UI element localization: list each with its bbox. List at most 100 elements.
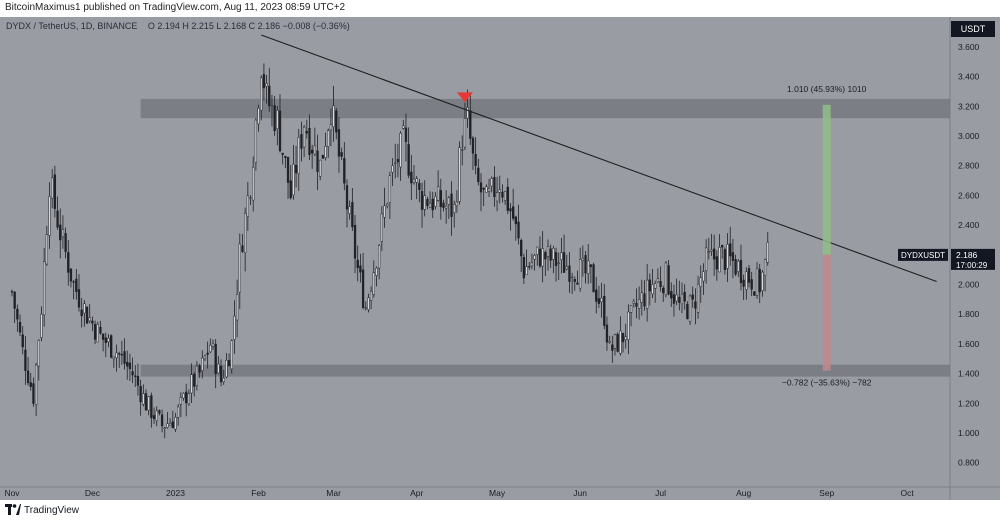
candle-body [260,77,263,111]
candle-body [637,299,641,309]
candle-body [152,415,156,420]
price-tag-value: 2.186 [956,250,978,260]
candle-body [128,362,132,370]
candle-body [428,202,432,209]
candle-body [503,191,507,201]
candle-body [244,213,247,254]
x-tick-label: Sep [819,488,834,498]
candle-body [115,352,118,359]
y-tick-label: 1.600 [958,339,980,349]
candle-body [536,246,539,255]
candle-body [498,189,501,193]
candle-body [380,213,383,242]
candle-body [24,349,27,371]
candle-body [482,187,485,190]
candle-body [576,282,579,285]
candle-body [233,315,236,340]
candle-body [163,427,166,429]
candle-body [179,397,182,405]
candle-body [270,105,274,107]
x-tick-label: Jul [655,488,666,498]
candle-body [431,198,434,211]
candle-body [13,291,16,309]
candle-body [292,163,295,196]
candle-body [423,195,426,210]
publisher-bar: BitcoinMaximus1 published on TradingView… [0,0,1000,17]
candle-body [142,393,145,405]
price-tag-countdown: 17:00:29 [956,261,988,270]
candle-body [670,291,673,299]
candle-body [544,251,547,260]
candle-body [80,309,83,317]
candle-body [479,182,483,193]
rejection-marker-icon [456,92,473,103]
candle-body [230,340,233,370]
candle-body [281,152,284,155]
candle-body [648,279,651,292]
candle-body [53,174,57,209]
candle-body [605,324,609,343]
symbol-tag-label: DYDXUSDT [901,251,945,260]
candle-body [396,159,400,163]
candle-body [107,337,110,342]
brand-label: TradingView [24,505,80,516]
candle-body [134,375,137,377]
candle-body [659,281,662,288]
candle-body [731,252,735,261]
candle-body [340,152,343,157]
candle-body [584,255,587,274]
candle-body [520,240,523,257]
x-tick-label: Feb [251,488,266,498]
candle-body [131,371,134,376]
y-tick-label: 3.600 [958,42,980,52]
candle-body [198,365,201,373]
candle-body [343,158,346,184]
candle-body [96,323,99,343]
chart-panel[interactable]: 1.010 (45.93%) 1010 −0.782 (−35.63%) −782… [0,17,1000,500]
candle-body [453,204,456,213]
candle-body [311,149,314,154]
candle-body [426,198,429,206]
candle-body [721,244,724,248]
candle-body [445,205,448,209]
candle-body [378,245,381,269]
y-tick-label: 1.200 [958,398,980,408]
candle-body [249,197,252,199]
candle-body [32,383,35,404]
candle-body [16,308,19,320]
candle-body [758,268,761,293]
candle-body [394,162,397,165]
price-chart[interactable]: 1.010 (45.93%) 1010 −0.782 (−35.63%) −782… [0,17,1000,500]
candle-body [171,421,174,429]
candle-body [324,146,327,158]
candle-body [766,242,769,263]
candle-body [420,191,424,210]
candle-body [185,391,188,404]
candle-body [592,264,595,293]
measure-label-down: −0.782 (−35.63%) −782 [782,378,872,388]
candle-body [726,244,729,269]
candle-body [538,248,542,267]
candle-body [737,260,740,272]
candle-body [386,203,389,207]
candle-body [632,301,635,304]
x-tick-label: Nov [4,488,20,498]
candle-body [294,165,298,174]
candle-body [404,127,408,142]
candle-body [112,356,115,360]
candle-body [67,252,70,273]
x-tick-label: Aug [736,488,751,498]
candle-body [407,144,410,176]
candle-body [120,354,124,356]
currency-label[interactable]: USDT [951,21,995,37]
candle-body [335,110,338,133]
candle-body [327,130,330,147]
candle-body [126,361,129,367]
candle-body [552,248,555,260]
candle-body [608,341,611,343]
candle-body [506,186,509,211]
candle-body [501,191,504,198]
candle-body [579,259,582,289]
x-tick-label: Apr [410,488,423,498]
candle-body [761,271,764,291]
